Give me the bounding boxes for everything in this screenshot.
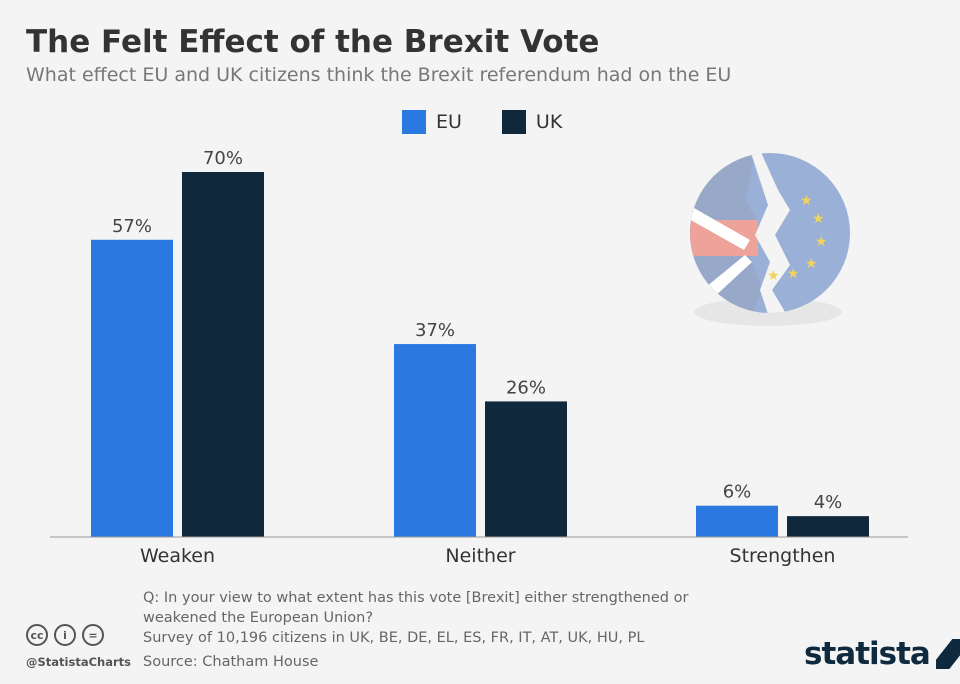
bar-eu-strengthen [696,505,778,537]
legend-label-eu: EU [436,111,462,133]
svg-text:★: ★ [767,268,780,284]
by-icon: i [54,624,76,646]
question-note: Q: In your view to what extent has this … [143,590,689,626]
data-label: 37% [415,320,455,341]
data-label: 70% [203,148,243,169]
logo-text: statista [804,636,931,672]
chart-notes: Q: In your view to what extent has this … [143,588,713,672]
bar-uk-strengthen [787,516,869,537]
legend-label-uk: UK [535,111,563,133]
svg-text:★: ★ [812,211,825,227]
legend-swatch-eu [402,110,426,134]
svg-text:★: ★ [787,266,800,282]
source-note: Source: Chatham House [143,654,319,670]
data-label: 6% [723,482,752,503]
statista-logo[interactable]: statista [804,636,960,672]
svg-text:★: ★ [815,234,828,250]
license-icons: cc i = [26,624,104,646]
logo-mark-icon [935,639,960,669]
svg-text:★: ★ [800,193,813,209]
svg-text:★: ★ [805,256,818,272]
legend: EU UK [402,110,562,134]
twitter-handle: @StatistaCharts [26,655,131,669]
chart-subtitle: What effect EU and UK citizens think the… [26,64,732,86]
data-label: 4% [814,492,843,513]
data-label: 26% [506,377,546,398]
cc-icon: cc [26,624,48,646]
flag-illustration: ★ ★ ★ ★ ★ ★ [690,153,850,326]
category-label: Weaken [140,545,215,567]
bar-eu-weaken [91,239,173,538]
bar-uk-weaken [182,172,264,537]
legend-item-eu: EU [402,110,462,134]
nd-icon: = [82,624,104,646]
legend-item-uk: UK [501,110,563,134]
survey-note: Survey of 10,196 citizens in UK, BE, DE,… [143,630,645,646]
bar-uk-neither [485,401,567,537]
bar-eu-neither [394,344,476,537]
category-label: Strengthen [730,545,836,567]
chart-title: The Felt Effect of the Brexit Vote [26,24,600,60]
legend-swatch-uk [501,110,526,134]
category-label: Neither [445,545,515,567]
data-label: 57% [112,216,152,237]
